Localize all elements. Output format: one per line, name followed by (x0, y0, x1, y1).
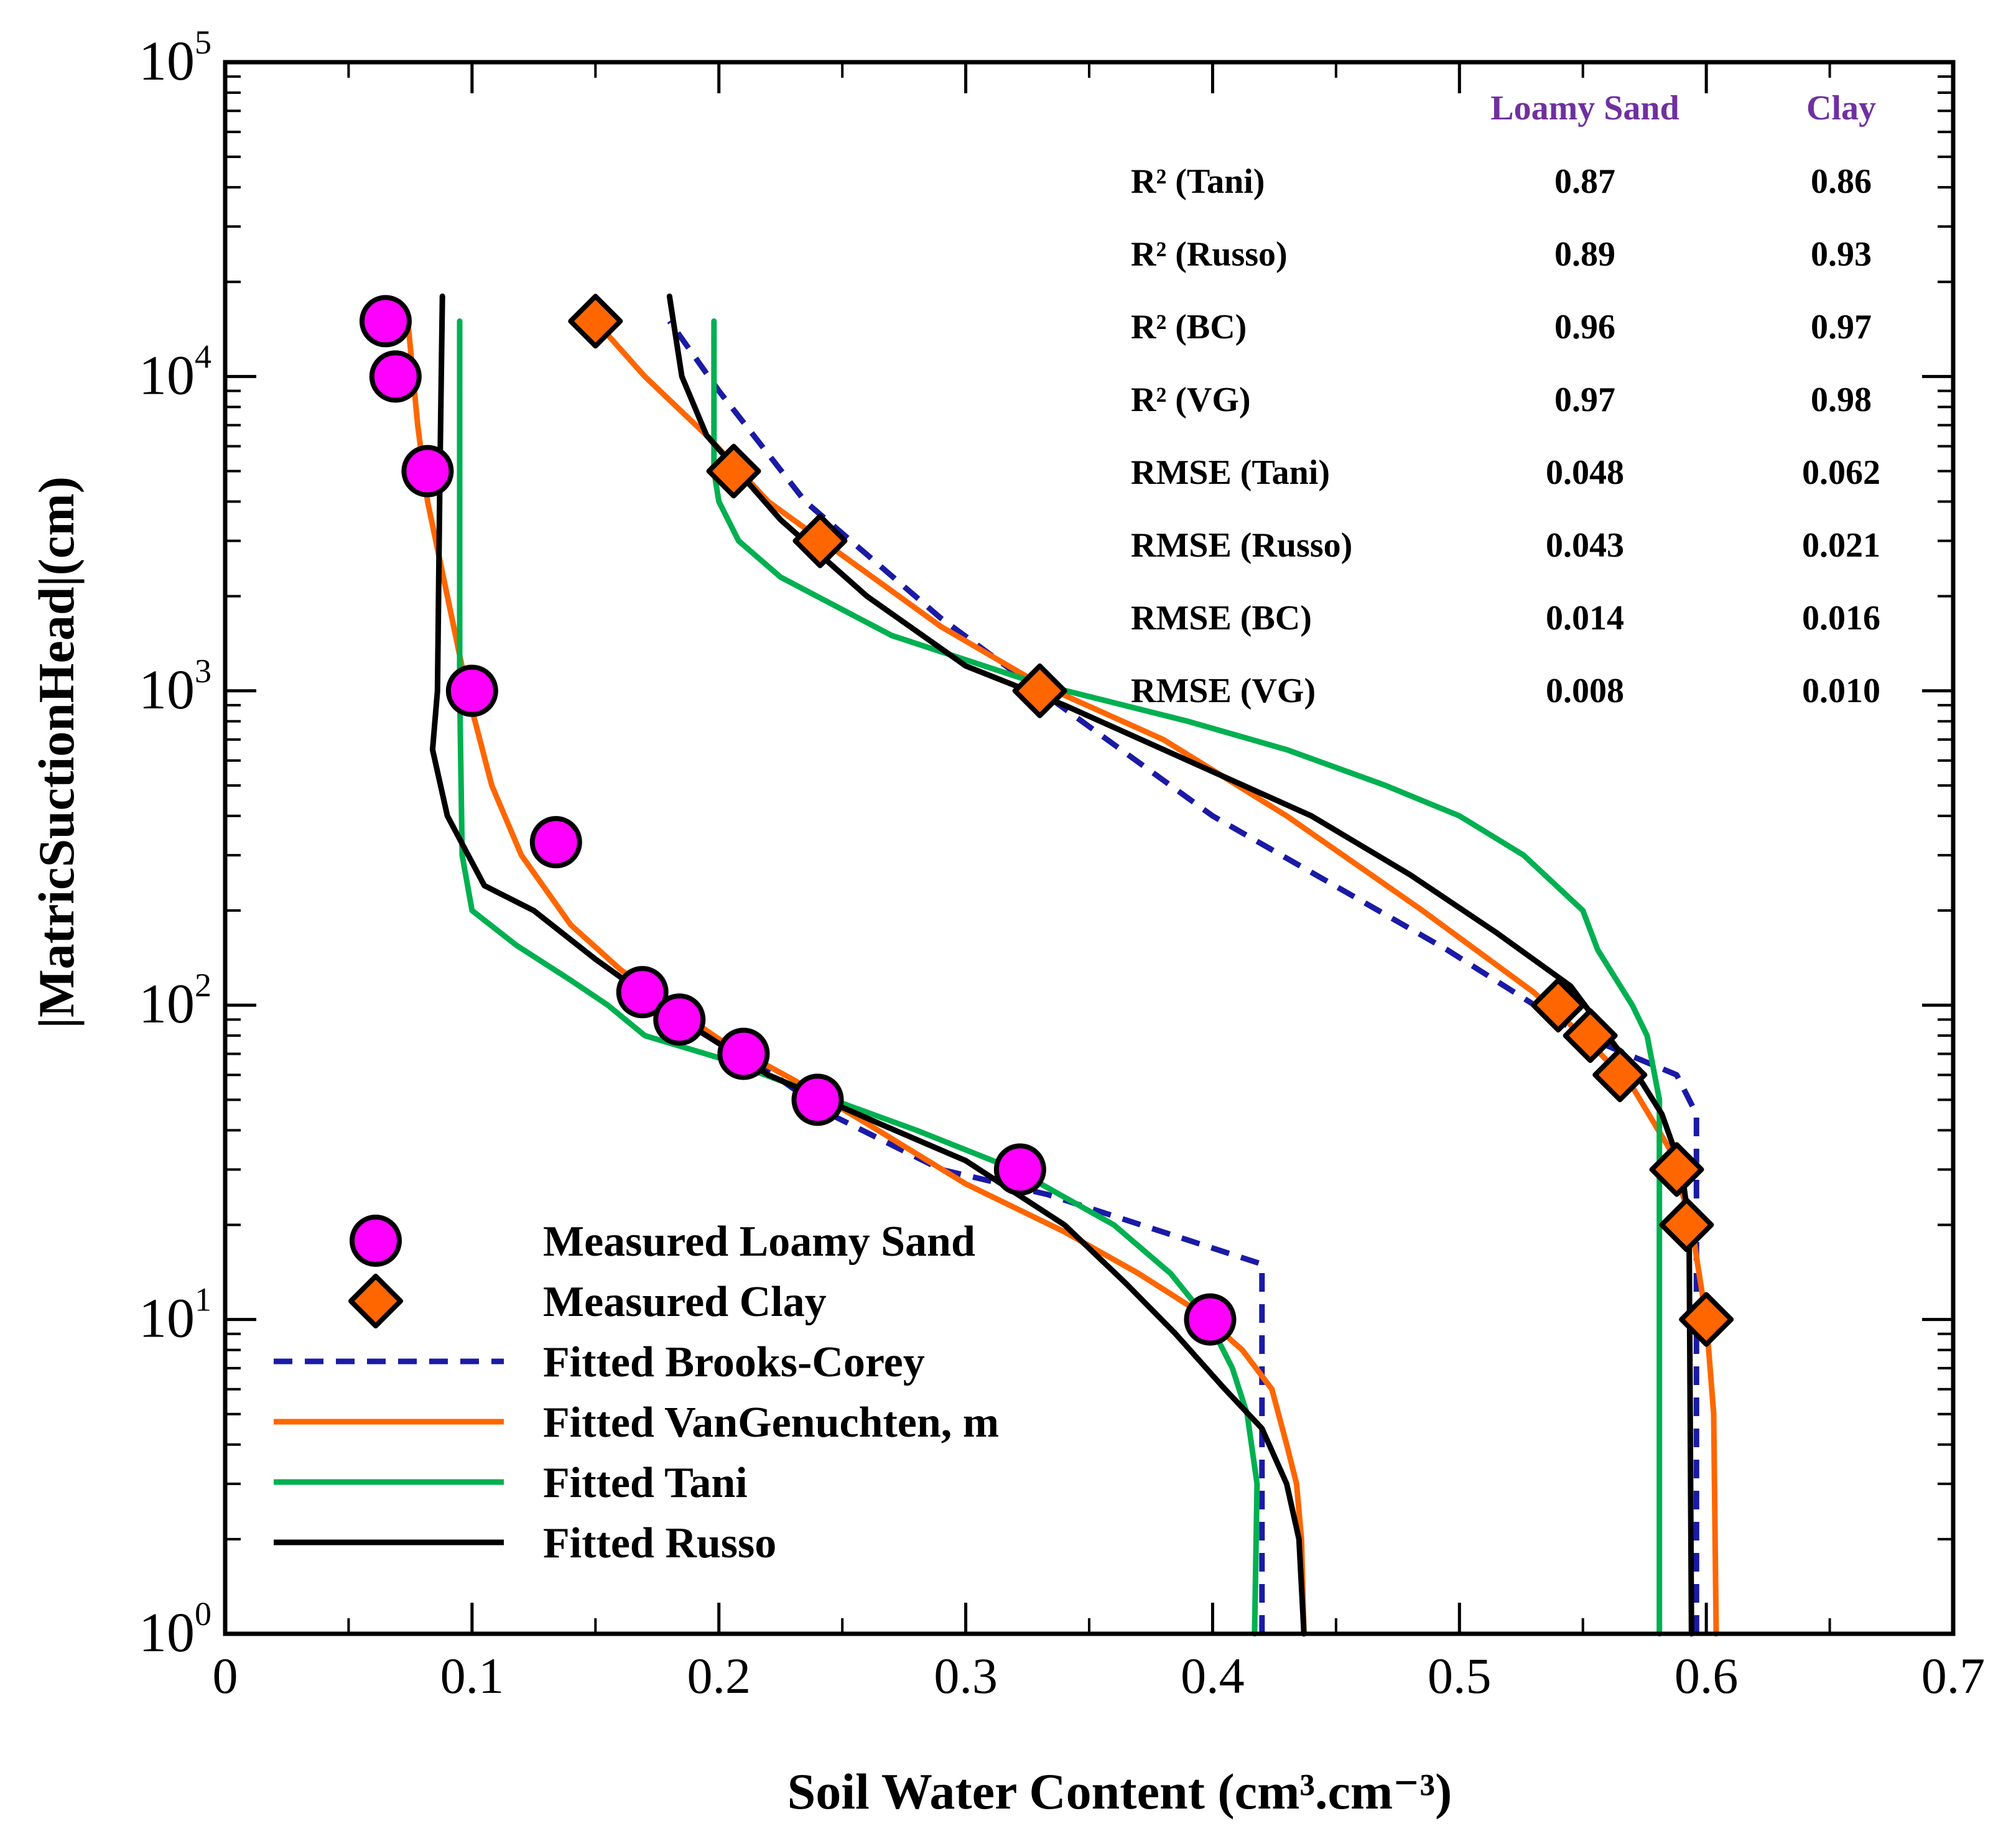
stats-row-label: RMSE (Russo) (1131, 526, 1352, 565)
data-point-measured-clay (792, 513, 848, 568)
y-tick-exponent: 4 (195, 338, 211, 375)
stats-row-label: R² (BC) (1131, 308, 1247, 346)
y-tick-label: 104 (139, 338, 211, 406)
data-point-measured-clay (1563, 1008, 1618, 1063)
y-tick-base: 10 (139, 30, 195, 92)
stats-value: 0.97 (1811, 308, 1872, 346)
data-point-measured-loamy-sand (653, 993, 706, 1046)
stats-value: 0.86 (1811, 162, 1872, 201)
stats-value: 0.93 (1811, 235, 1872, 274)
series-line-fitted-brooks-corey-clay (667, 319, 1699, 1634)
data-point-measured-loamy-sand (445, 664, 498, 717)
plot-markers (359, 294, 1734, 1347)
legend: Measured Loamy Sand Measured Clay Fitted B… (274, 1215, 999, 1567)
stats-row-label: RMSE (VG) (1131, 672, 1316, 710)
stats-column-header: Loamy Sand (1490, 89, 1679, 127)
stats-value: 0.016 (1802, 599, 1880, 637)
data-point-measured-loamy-sand (401, 445, 454, 498)
y-tick-base: 10 (139, 1602, 195, 1664)
data-point-measured-clay (1649, 1142, 1704, 1197)
data-point-measured-loamy-sand (616, 966, 669, 1019)
y-tick-exponent: 5 (195, 24, 211, 61)
y-tick-label: 103 (139, 652, 211, 721)
legend-label-measured-clay: Measured Clay (543, 1278, 827, 1326)
y-tick-label: 105 (139, 24, 211, 92)
series-line-fitted-brooks-corey-loamy-sand (638, 989, 1265, 1634)
data-point-measured-loamy-sand (369, 350, 422, 403)
y-tick-label: 101 (139, 1281, 211, 1350)
y-tick-exponent: 2 (195, 966, 211, 1004)
series-line-fitted-russo-clay (666, 293, 1694, 1637)
stats-row-label: RMSE (BC) (1131, 599, 1312, 637)
stats-value: 0.043 (1546, 526, 1624, 565)
legend-symbol-measured-clay (348, 1274, 403, 1328)
stats-row-label: RMSE (Tani) (1131, 453, 1330, 492)
data-point-measured-loamy-sand (529, 816, 582, 869)
x-tick-label: 0.2 (687, 1647, 751, 1704)
data-point-measured-loamy-sand (993, 1143, 1046, 1196)
stats-value: 0.98 (1811, 381, 1872, 419)
data-point-measured-loamy-sand (791, 1073, 844, 1126)
y-tick-base: 10 (139, 973, 195, 1035)
stats-row-label: R² (VG) (1131, 381, 1251, 419)
x-tick-label: 0.7 (1921, 1647, 1986, 1704)
legend-label-fitted-russo: Fitted Russo (543, 1519, 776, 1567)
y-axis-label: |MatricSuctionHead|(cm) (28, 476, 85, 1029)
data-point-measured-loamy-sand (717, 1027, 770, 1080)
x-tick-label: 0.1 (440, 1647, 504, 1704)
stats-value: 0.010 (1802, 672, 1880, 710)
y-tick-label: 100 (139, 1595, 211, 1664)
x-axis-label: Soil Water Content (cm³.cm⁻³) (787, 1763, 1452, 1820)
stats-value: 0.021 (1802, 526, 1880, 565)
legend-label-fitted-vangenuchten-m: Fitted VanGenuchten, m (543, 1399, 999, 1447)
y-tick-label: 102 (139, 966, 211, 1035)
stats-row-label: R² (Russo) (1131, 235, 1288, 274)
x-tick-label: 0.5 (1428, 1647, 1492, 1704)
legend-label-measured-loamy-sand: Measured Loamy Sand (543, 1218, 975, 1266)
data-point-measured-clay (1012, 663, 1067, 718)
stats-value: 0.008 (1546, 672, 1624, 710)
data-point-measured-clay (568, 294, 623, 349)
legend-label-fitted-brooks-corey: Fitted Brooks-Corey (543, 1338, 925, 1386)
y-tick-base: 10 (139, 1288, 195, 1350)
stats-table: Loamy Sand Clay R² (Tani) 0.87 0.86 R² (Russo… (1131, 89, 1880, 710)
x-tick-label: 0.3 (934, 1647, 998, 1704)
x-tick-label: 0 (213, 1647, 238, 1704)
x-tick-label: 0.4 (1181, 1647, 1245, 1704)
y-tick-base: 10 (139, 345, 195, 406)
legend-label-fitted-tani: Fitted Tani (543, 1459, 748, 1507)
stats-value: 0.048 (1546, 453, 1624, 492)
data-point-measured-loamy-sand (359, 295, 412, 348)
y-tick-base: 10 (139, 659, 195, 721)
stats-value: 0.97 (1554, 381, 1615, 419)
data-point-measured-clay (1592, 1047, 1648, 1103)
stats-value: 0.014 (1546, 599, 1624, 637)
stats-value: 0.96 (1554, 308, 1615, 346)
legend-symbol-measured-loamy-sand (350, 1215, 402, 1267)
x-tick-label: 0.6 (1675, 1647, 1739, 1704)
data-point-measured-loamy-sand (1184, 1293, 1237, 1346)
data-point-measured-clay (1659, 1197, 1714, 1253)
y-tick-exponent: 1 (195, 1281, 211, 1318)
y-tick-exponent: 0 (195, 1595, 211, 1633)
stats-value: 0.87 (1554, 162, 1615, 201)
stats-column-header: Clay (1806, 89, 1876, 127)
y-tick-exponent: 3 (195, 652, 211, 690)
stats-value: 0.062 (1802, 453, 1880, 492)
data-point-measured-clay (1531, 978, 1586, 1033)
data-point-measured-clay (1679, 1292, 1734, 1347)
stats-row-label: R² (Tani) (1131, 162, 1265, 201)
stats-value: 0.89 (1554, 235, 1615, 274)
series-line-fitted-tani-clay (711, 318, 1663, 1637)
data-point-measured-clay (706, 443, 761, 499)
